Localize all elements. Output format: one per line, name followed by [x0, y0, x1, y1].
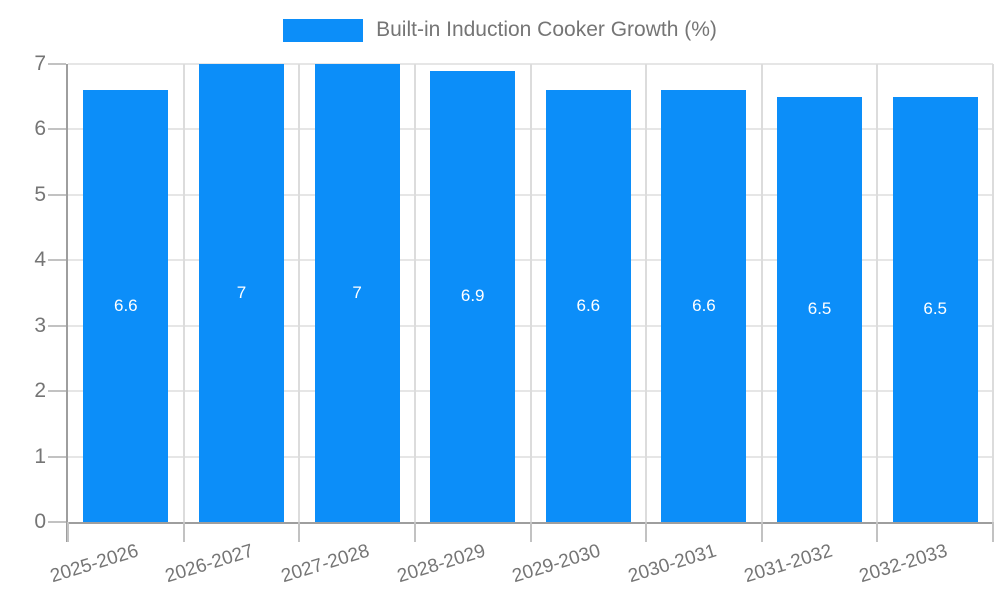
y-axis-tick [48, 63, 66, 65]
bar-value-label: 7 [236, 283, 247, 302]
legend[interactable]: Built-in Induction Cooker Growth (%) [0, 18, 1000, 42]
bar-2031-2032[interactable] [777, 96, 863, 522]
y-axis-tick-label: 2 [34, 379, 46, 403]
y-axis-tick-label: 0 [34, 510, 46, 533]
chart-title: Built-in Induction Cooker Growth (%) [376, 18, 717, 41]
gridline-vertical [529, 64, 532, 522]
x-axis-tick [413, 522, 416, 542]
bar-value-label: 6.9 [460, 286, 485, 306]
gridline-vertical [876, 64, 879, 522]
y-axis-tick [48, 455, 66, 458]
x-axis-tick [67, 522, 69, 542]
y-axis-tick [48, 324, 66, 327]
y-axis-tick [48, 390, 66, 393]
gridline-vertical [992, 64, 994, 522]
legend-swatch-icon [283, 18, 364, 42]
bar-2027-2028[interactable] [314, 64, 400, 522]
bar-value-label: 7 [352, 283, 362, 302]
y-axis-tick-label: 6 [34, 117, 46, 141]
y-axis-tick [48, 521, 66, 523]
x-axis-tick [760, 522, 763, 542]
bar-value-label: 6.6 [113, 296, 138, 316]
gridline-vertical [413, 64, 416, 522]
x-axis-tick [298, 522, 301, 542]
gridline-vertical [298, 64, 301, 522]
y-axis-tick-label: 1 [34, 444, 46, 468]
bar-2025-2026[interactable] [83, 90, 169, 522]
x-axis-tick [529, 522, 532, 542]
x-axis-tick [876, 522, 879, 542]
bar-value-label: 6.5 [923, 299, 947, 319]
y-axis-tick-label: 3 [34, 313, 46, 337]
y-axis-tick-label: 7 [34, 52, 46, 75]
plot-area: 0 1 2 3 4 5 6 7 6.6 2025-2026 7 2026-2027 7 2027-2028… [34, 52, 994, 587]
y-axis-tick [48, 259, 66, 262]
x-axis-tick [182, 522, 185, 542]
gridline-vertical [645, 64, 648, 522]
x-axis-tick [992, 522, 994, 542]
bar-2029-2030[interactable] [545, 90, 631, 522]
bar-value-label: 6.5 [807, 299, 832, 319]
bar-2032-2033[interactable] [892, 96, 978, 522]
y-axis-tick [48, 128, 66, 131]
y-axis-line [66, 64, 68, 542]
gridline-vertical [760, 64, 763, 522]
bar-value-label: 6.6 [692, 296, 716, 316]
y-axis-tick [48, 193, 66, 196]
y-axis-tick-label: 4 [34, 248, 46, 272]
bar-2030-2031[interactable] [661, 90, 747, 522]
x-axis-tick [645, 522, 648, 542]
y-axis-tick-label: 5 [34, 182, 46, 206]
bar-2026-2027[interactable] [198, 64, 284, 522]
bar-2028-2029[interactable] [430, 70, 516, 522]
bar-value-label: 6.6 [576, 296, 601, 316]
gridline-vertical [182, 64, 185, 522]
